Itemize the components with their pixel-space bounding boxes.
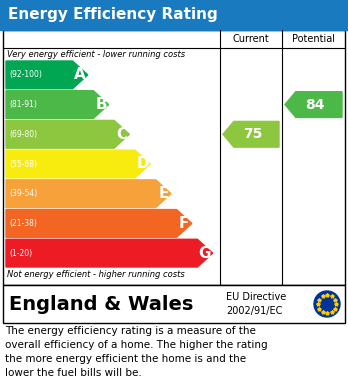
- Text: (69-80): (69-80): [9, 130, 37, 139]
- Polygon shape: [6, 210, 192, 237]
- Polygon shape: [223, 122, 279, 147]
- Text: Current: Current: [232, 34, 269, 44]
- Polygon shape: [6, 91, 109, 118]
- Text: Very energy efficient - lower running costs: Very energy efficient - lower running co…: [7, 50, 185, 59]
- Text: (55-68): (55-68): [9, 160, 37, 169]
- Text: (21-38): (21-38): [9, 219, 37, 228]
- Text: Potential: Potential: [292, 34, 335, 44]
- Polygon shape: [6, 180, 171, 208]
- Text: (39-54): (39-54): [9, 189, 37, 198]
- Text: 84: 84: [305, 98, 324, 111]
- Text: B: B: [95, 97, 107, 112]
- Text: (1-20): (1-20): [9, 249, 32, 258]
- Text: 75: 75: [243, 127, 262, 141]
- Bar: [3, 285, 345, 323]
- Polygon shape: [6, 239, 213, 267]
- Text: E: E: [158, 186, 168, 201]
- Text: The energy efficiency rating is a measure of the
overall efficiency of a home. T: The energy efficiency rating is a measur…: [5, 326, 268, 378]
- Text: England & Wales: England & Wales: [9, 294, 193, 314]
- Text: D: D: [136, 156, 149, 172]
- Text: C: C: [116, 127, 127, 142]
- Text: EU Directive
2002/91/EC: EU Directive 2002/91/EC: [226, 292, 286, 316]
- Text: F: F: [179, 216, 189, 231]
- Text: (81-91): (81-91): [9, 100, 37, 109]
- Bar: [0, 0, 348, 30]
- Circle shape: [314, 291, 340, 317]
- Polygon shape: [6, 61, 88, 89]
- Polygon shape: [6, 150, 150, 178]
- Polygon shape: [285, 92, 342, 117]
- Text: Energy Efficiency Rating: Energy Efficiency Rating: [8, 7, 218, 23]
- Bar: [3, 30, 345, 285]
- Text: (92-100): (92-100): [9, 70, 42, 79]
- Text: G: G: [199, 246, 211, 261]
- Polygon shape: [6, 120, 129, 148]
- Text: A: A: [74, 67, 86, 83]
- Text: Not energy efficient - higher running costs: Not energy efficient - higher running co…: [7, 270, 185, 279]
